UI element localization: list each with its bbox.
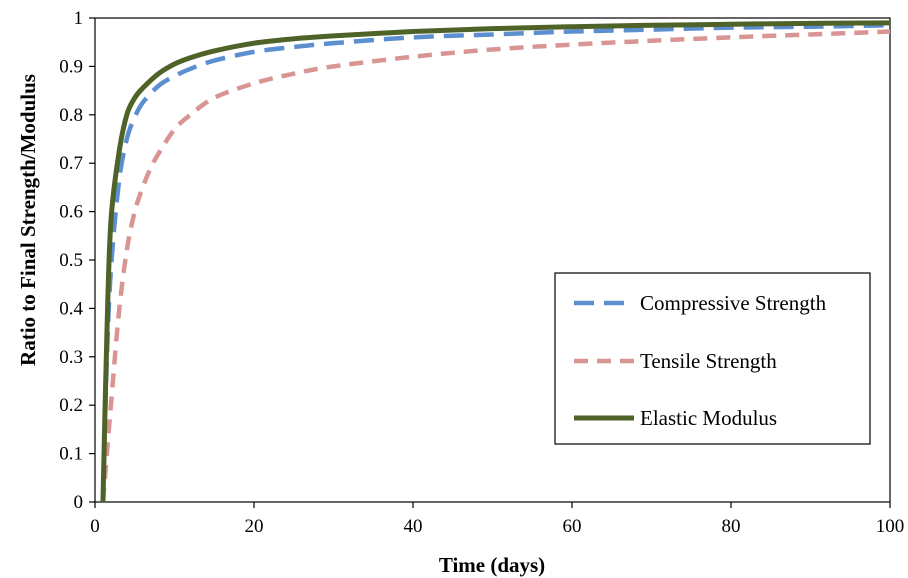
tick-layer: 0 0.1 0.2 0.3 0.4 0.5 0.6 0.7 0.8 0.9 1 0 20 40 60 80 10… [59,8,904,537]
y-tick-label: 0.8 [59,105,83,126]
x-tick-label: 40 [404,516,423,537]
x-tick-label: 100 [876,516,905,537]
y-tick-label: 0.1 [59,444,83,465]
y-tick-label: 0.7 [59,153,83,174]
x-tick-label: 0 [90,516,100,537]
legend-label-tensile-strength: Tensile Strength [640,349,777,373]
y-tick-label: 0 [74,492,84,513]
series-line-elastic-modulus [100,20,891,503]
x-axis-title: Time (days) [439,553,545,577]
x-tick-label: 80 [722,516,741,537]
y-tick-label: 0.5 [59,250,83,271]
legend-label-elastic-modulus: Elastic Modulus [640,406,777,430]
y-tick-label: 0.4 [59,298,83,319]
y-tick-label: 0.9 [59,56,83,77]
y-tick-label: 0.2 [59,395,83,416]
series-line-compressive-strength [100,23,891,503]
y-tick-label: 1 [74,8,84,29]
y-tick-label: 0.6 [59,202,83,223]
legend: Compressive Strength Tensile Strength Elas… [554,272,871,445]
legend-label-compressive-strength: Compressive Strength [640,291,827,315]
x-tick-label: 60 [563,516,582,537]
series-line-tensile-strength [100,29,891,503]
x-tick-label: 20 [245,516,264,537]
series-layer [100,20,891,503]
y-axis-title: Ratio to Final Strength/Modulus [16,74,40,366]
y-tick-label: 0.3 [59,347,83,368]
